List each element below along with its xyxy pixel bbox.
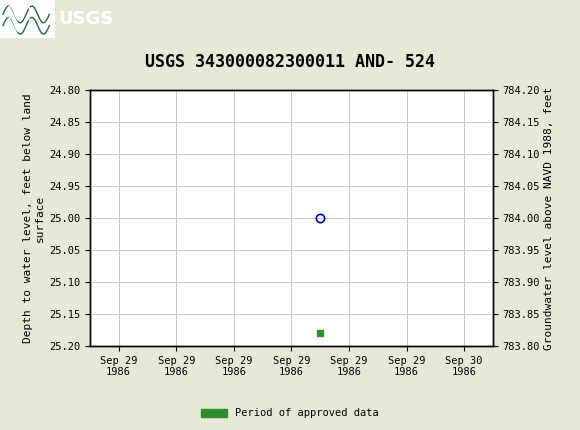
Text: USGS 343000082300011 AND- 524: USGS 343000082300011 AND- 524: [145, 53, 435, 71]
Legend: Period of approved data: Period of approved data: [197, 404, 383, 423]
Bar: [0, 0, 55, 38]
Y-axis label: Depth to water level, feet below land
surface: Depth to water level, feet below land su…: [23, 93, 45, 343]
Text: USGS: USGS: [58, 10, 113, 28]
Y-axis label: Groundwater level above NAVD 1988, feet: Groundwater level above NAVD 1988, feet: [545, 86, 554, 350]
